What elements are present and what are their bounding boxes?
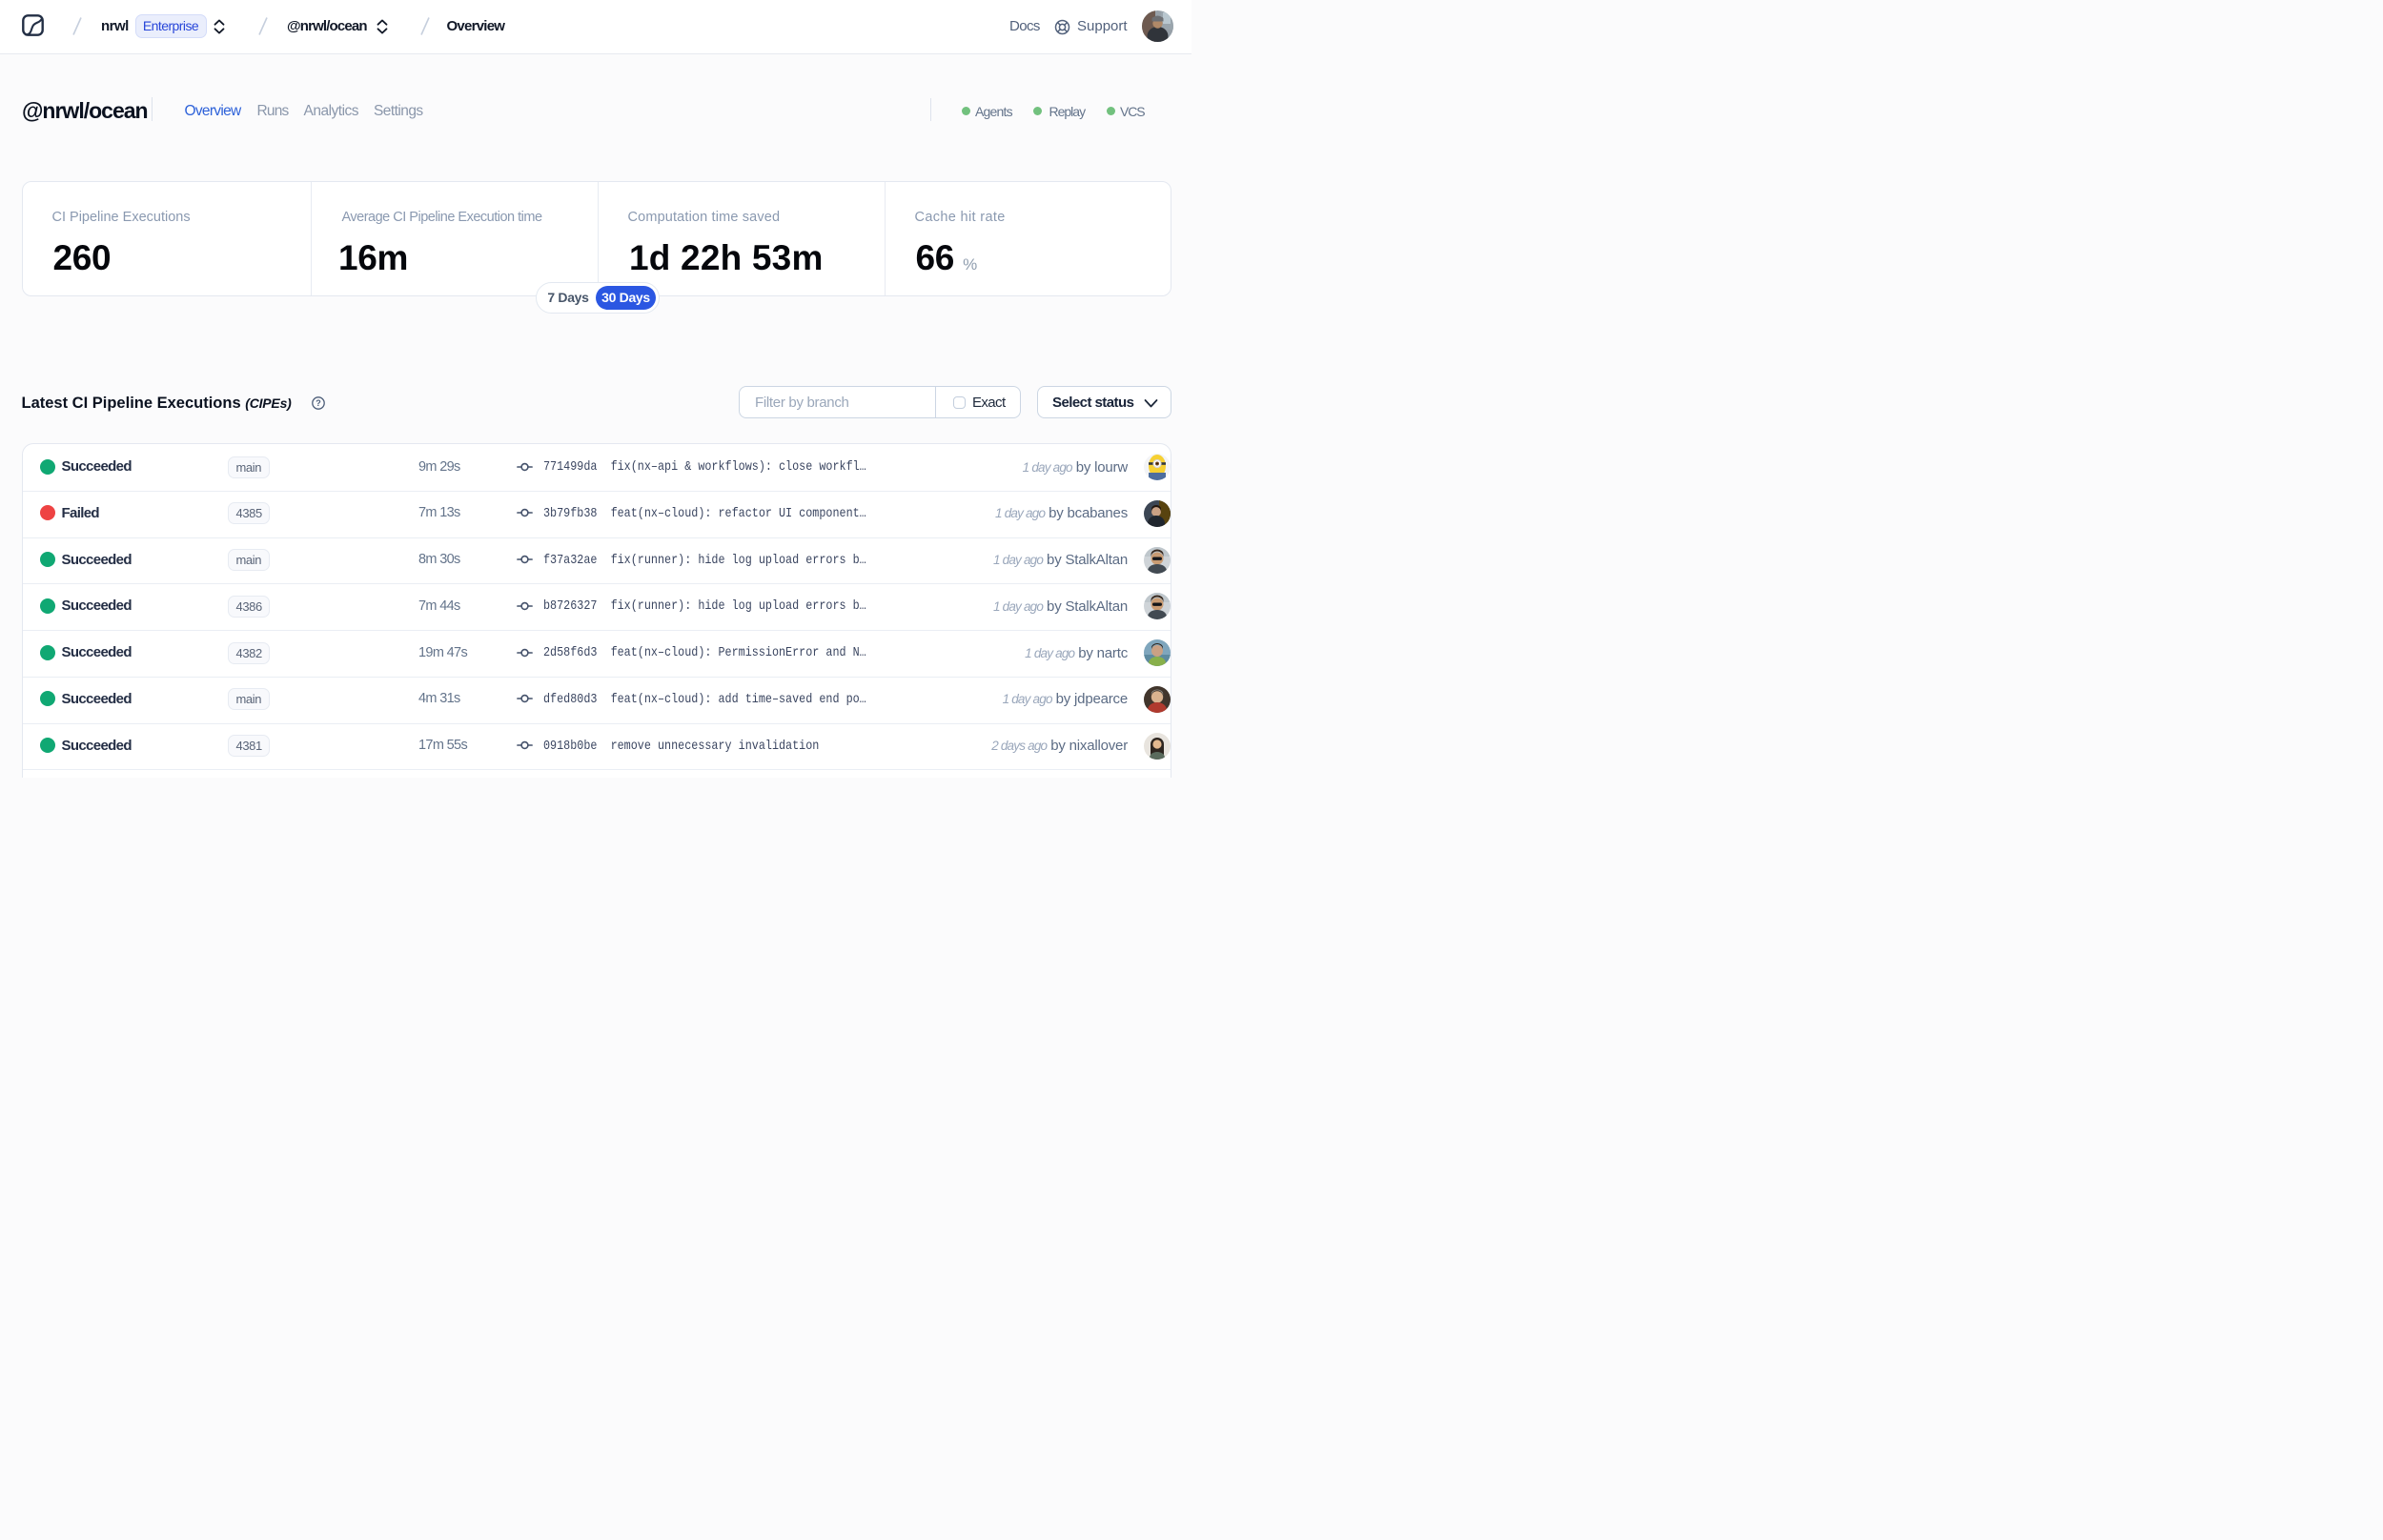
svg-text:?: ?	[316, 398, 321, 408]
